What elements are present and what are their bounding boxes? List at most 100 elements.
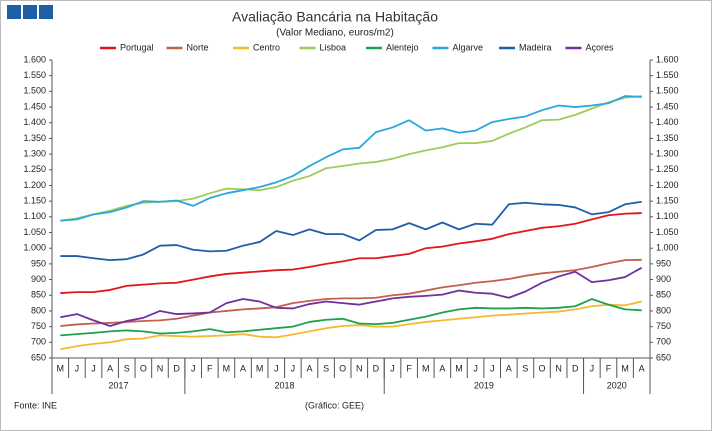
x-tick-label: J [291, 363, 296, 373]
y-tick-label: 850 [31, 290, 46, 300]
source: Fonte: INE [14, 400, 57, 410]
y-tick-label: 1.000 [23, 243, 46, 253]
logo-square [7, 5, 21, 19]
y2-tick-label: 1.000 [656, 243, 679, 253]
x-tick-label: F [606, 363, 612, 373]
x-tick-label: S [124, 363, 130, 373]
y2-tick-label: 1.250 [656, 164, 679, 174]
x-tick-label: M [621, 363, 629, 373]
x-tick-label: J [590, 363, 595, 373]
x-tick-label: A [506, 363, 512, 373]
x-tick-label: D [572, 363, 579, 373]
x-tick-label: O [339, 363, 346, 373]
x-tick-label: J [191, 363, 196, 373]
y2-tick-label: 700 [656, 337, 671, 347]
x-tick-label: J [91, 363, 96, 373]
credit: (Gráfico: GEE) [305, 400, 364, 410]
series-line [60, 212, 642, 294]
x-tick-label: M [256, 363, 264, 373]
y2-tick-label: 1.600 [656, 54, 679, 64]
y-tick-label: 950 [31, 258, 46, 268]
series-line [60, 200, 642, 262]
y2-tick-label: 1.500 [656, 86, 679, 96]
y2-tick-label: 750 [656, 321, 671, 331]
legend-label: Lisboa [320, 42, 347, 52]
x-tick-label: M [57, 363, 65, 373]
y2-tick-label: 800 [656, 305, 671, 315]
x-group-label: 2017 [108, 380, 128, 390]
y-tick-label: 1.100 [23, 211, 46, 221]
y2-tick-label: 1.450 [656, 101, 679, 111]
y2-tick-label: 1.400 [656, 117, 679, 127]
y-tick-label: 900 [31, 274, 46, 284]
y2-tick-label: 1.100 [656, 211, 679, 221]
x-tick-label: M [455, 363, 463, 373]
x-tick-label: D [373, 363, 380, 373]
legend-label: Alentejo [386, 42, 419, 52]
x-tick-label: A [306, 363, 312, 373]
y2-tick-label: 1.150 [656, 196, 679, 206]
x-tick-label: A [240, 363, 246, 373]
y-tick-label: 1.500 [23, 86, 46, 96]
chart-title: Avaliação Bancária na Habitação [232, 9, 438, 25]
chart-subtitle: (Valor Mediano, euros/m2) [276, 28, 394, 39]
y2-tick-label: 1.350 [656, 133, 679, 143]
legend-label: Algarve [453, 42, 484, 52]
series-line [60, 298, 642, 337]
x-tick-label: N [555, 363, 562, 373]
x-tick-label: A [639, 363, 645, 373]
x-tick-label: A [439, 363, 445, 373]
series-line [60, 266, 643, 327]
x-tick-label: D [173, 363, 180, 373]
y-tick-label: 650 [31, 352, 46, 362]
y-tick-label: 1.050 [23, 227, 46, 237]
legend-label: Norte [187, 42, 209, 52]
x-tick-label: O [140, 363, 147, 373]
y-tick-label: 750 [31, 321, 46, 331]
y-tick-label: 1.150 [23, 196, 46, 206]
y-tick-label: 1.450 [23, 101, 46, 111]
y-tick-label: 700 [31, 337, 46, 347]
x-tick-label: M [422, 363, 430, 373]
legend-label: Centro [253, 42, 280, 52]
x-tick-label: S [522, 363, 528, 373]
legend-label: Madeira [519, 42, 552, 52]
x-tick-label: A [107, 363, 113, 373]
x-tick-label: J [490, 363, 495, 373]
y2-tick-label: 650 [656, 352, 671, 362]
x-tick-label: M [223, 363, 231, 373]
y2-tick-label: 1.050 [656, 227, 679, 237]
y2-tick-label: 950 [656, 258, 671, 268]
x-group-label: 2018 [275, 380, 295, 390]
y-tick-label: 1.550 [23, 70, 46, 80]
legend-label: Portugal [120, 42, 154, 52]
y2-tick-label: 1.550 [656, 70, 679, 80]
series-line [60, 258, 642, 327]
series-line [60, 95, 642, 222]
y-tick-label: 1.250 [23, 164, 46, 174]
x-group-label: 2019 [474, 380, 494, 390]
y2-tick-label: 1.200 [656, 180, 679, 190]
y-tick-label: 1.300 [23, 148, 46, 158]
x-group-label: 2020 [607, 380, 627, 390]
y-tick-label: 1.200 [23, 180, 46, 190]
x-tick-label: S [323, 363, 329, 373]
x-tick-label: N [157, 363, 164, 373]
series-line [60, 300, 642, 351]
y-tick-label: 1.350 [23, 133, 46, 143]
x-tick-label: F [207, 363, 213, 373]
x-tick-label: J [274, 363, 279, 373]
y-tick-label: 1.600 [23, 54, 46, 64]
y2-tick-label: 1.300 [656, 148, 679, 158]
x-tick-label: O [539, 363, 546, 373]
logo-square [23, 5, 37, 19]
y2-tick-label: 900 [656, 274, 671, 284]
y-tick-label: 800 [31, 305, 46, 315]
legend-label: Açores [586, 42, 615, 52]
x-tick-label: F [406, 363, 412, 373]
logo-square [39, 5, 53, 19]
y2-tick-label: 850 [656, 290, 671, 300]
x-tick-label: J [75, 363, 80, 373]
